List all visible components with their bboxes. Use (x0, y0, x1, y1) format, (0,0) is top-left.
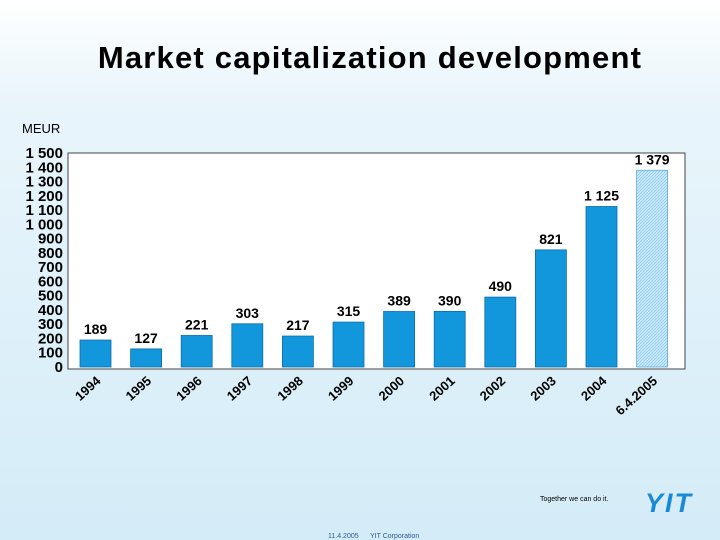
y-tick-label: 100 (38, 345, 63, 362)
data-label: 221 (185, 316, 209, 332)
data-label: 315 (337, 303, 361, 319)
x-tick-label: 2002 (477, 373, 509, 403)
x-tick-label: 1994 (72, 373, 104, 404)
x-tick-label: 2004 (578, 373, 610, 404)
y-tick-label: 600 (38, 273, 63, 290)
data-label: 303 (236, 305, 260, 321)
plot-area (67, 152, 686, 370)
data-label: 390 (438, 292, 462, 308)
y-tick-label: 700 (38, 259, 63, 276)
yit-logo: YIT (645, 490, 694, 516)
x-tick-label: 1995 (123, 373, 155, 403)
bar (535, 249, 567, 368)
y-tick-label: 0 (55, 359, 63, 376)
y-tick-label: 200 (38, 330, 63, 347)
y-tick-label: 1 300 (25, 174, 63, 191)
unit-label: MEUR (22, 121, 61, 136)
data-label: 821 (539, 231, 563, 247)
data-label: 189 (84, 321, 108, 337)
logo-text: YIT (645, 490, 694, 516)
tagline: Together we can do it. (540, 496, 609, 503)
footer-organization: YIT Corporation (370, 533, 420, 540)
data-label: 1 125 (584, 188, 619, 204)
bar (636, 169, 668, 368)
x-tick-label: 1998 (274, 373, 306, 403)
bar (180, 335, 213, 368)
x-tick-label: 2003 (527, 373, 559, 403)
bar (79, 339, 112, 368)
slide-title: Market capitalization development (97, 40, 643, 75)
x-tick-label: 1996 (173, 373, 205, 403)
data-label: 490 (489, 278, 513, 294)
y-tick-label: 1 400 (25, 159, 63, 176)
y-tick-label: 400 (38, 302, 63, 319)
bar (585, 206, 618, 368)
y-tick-label: 1 200 (25, 188, 63, 205)
footer-date: 11.4.2005 (328, 533, 359, 540)
bar (484, 296, 517, 368)
y-tick-label: 500 (38, 288, 63, 305)
y-tick-label: 1 000 (25, 216, 63, 233)
bar (231, 323, 264, 368)
x-tick-label: 1997 (224, 373, 256, 403)
y-tick-label: 800 (38, 245, 63, 262)
bar (130, 348, 163, 368)
x-tick-label: 2000 (376, 373, 408, 403)
data-label: 389 (387, 293, 411, 309)
data-label: 1 379 (635, 151, 670, 167)
data-label: 217 (286, 317, 310, 333)
x-tick-label: 1999 (325, 373, 357, 403)
y-tick-label: 1 500 (25, 145, 63, 162)
y-tick-label: 900 (38, 231, 63, 248)
x-tick-label: 6.4.2005 (612, 373, 660, 418)
bar (433, 310, 466, 368)
bar (281, 335, 314, 368)
bar (332, 321, 365, 368)
data-label: 127 (134, 330, 158, 346)
x-tick-label: 2001 (426, 373, 458, 403)
y-tick-label: 300 (38, 316, 63, 333)
bar (383, 311, 416, 368)
y-tick-label: 1 100 (25, 202, 63, 219)
